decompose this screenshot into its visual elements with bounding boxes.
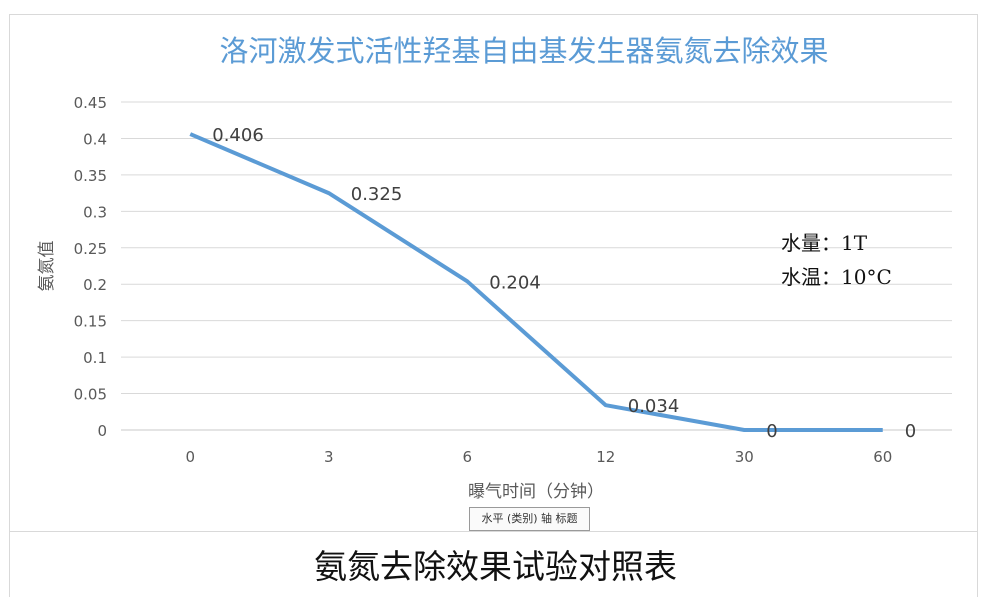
y-tick-label: 0.2 [83, 276, 107, 294]
y-tick-label: 0.35 [74, 167, 107, 185]
x-tick-label: 3 [324, 448, 334, 466]
data-label: 0.325 [351, 184, 403, 205]
x-axis-label[interactable]: 曝气时间（分钟） [468, 482, 604, 502]
x-tick-label: 12 [596, 448, 615, 466]
y-tick-label: 0 [97, 422, 107, 440]
y-tick-label: 0.4 [83, 130, 107, 148]
y-tick-label: 0.45 [74, 94, 107, 112]
x-axis-ticks: 0 3 6 12 30 60 [185, 448, 892, 466]
data-label: 0.406 [212, 125, 264, 146]
y-tick-label: 0.1 [83, 349, 107, 367]
data-label: 0 [766, 421, 777, 442]
data-label: 0.204 [489, 272, 541, 293]
x-tick-label: 60 [873, 448, 892, 466]
annotation-water-volume: 水量：1T [781, 231, 868, 255]
page-border-left [9, 532, 10, 597]
y-tick-label: 0.3 [83, 203, 107, 221]
y-tick-label: 0.05 [74, 386, 107, 404]
y-axis-ticks: 0 0.05 0.1 0.15 0.2 0.25 0.3 0.35 0.4 0.45 [74, 94, 107, 440]
page-caption: 氨氮去除效果试验对照表 [314, 547, 677, 586]
chart-frame [9, 14, 978, 532]
axis-title-tooltip: 水平 (类别) 轴 标题 [469, 507, 590, 531]
series-line [189, 132, 883, 432]
annotation-water-temperature: 水温：10°C [781, 265, 892, 289]
gridlines [121, 101, 952, 431]
chart-title: 洛河激发式活性羟基自由基发生器氨氮去除效果 [219, 34, 828, 68]
y-tick-label: 0.15 [74, 313, 107, 331]
y-axis-label: 氨氮值 [37, 241, 57, 292]
data-labels: 0.406 0.325 0.204 0.034 0 0 [212, 125, 916, 442]
x-tick-label: 30 [735, 448, 754, 466]
y-tick-label: 0.25 [74, 240, 107, 258]
data-label: 0 [905, 421, 916, 442]
x-tick-label: 0 [185, 448, 195, 466]
page-border-right [977, 532, 978, 597]
data-label: 0.034 [628, 396, 680, 417]
x-tick-label: 6 [462, 448, 472, 466]
